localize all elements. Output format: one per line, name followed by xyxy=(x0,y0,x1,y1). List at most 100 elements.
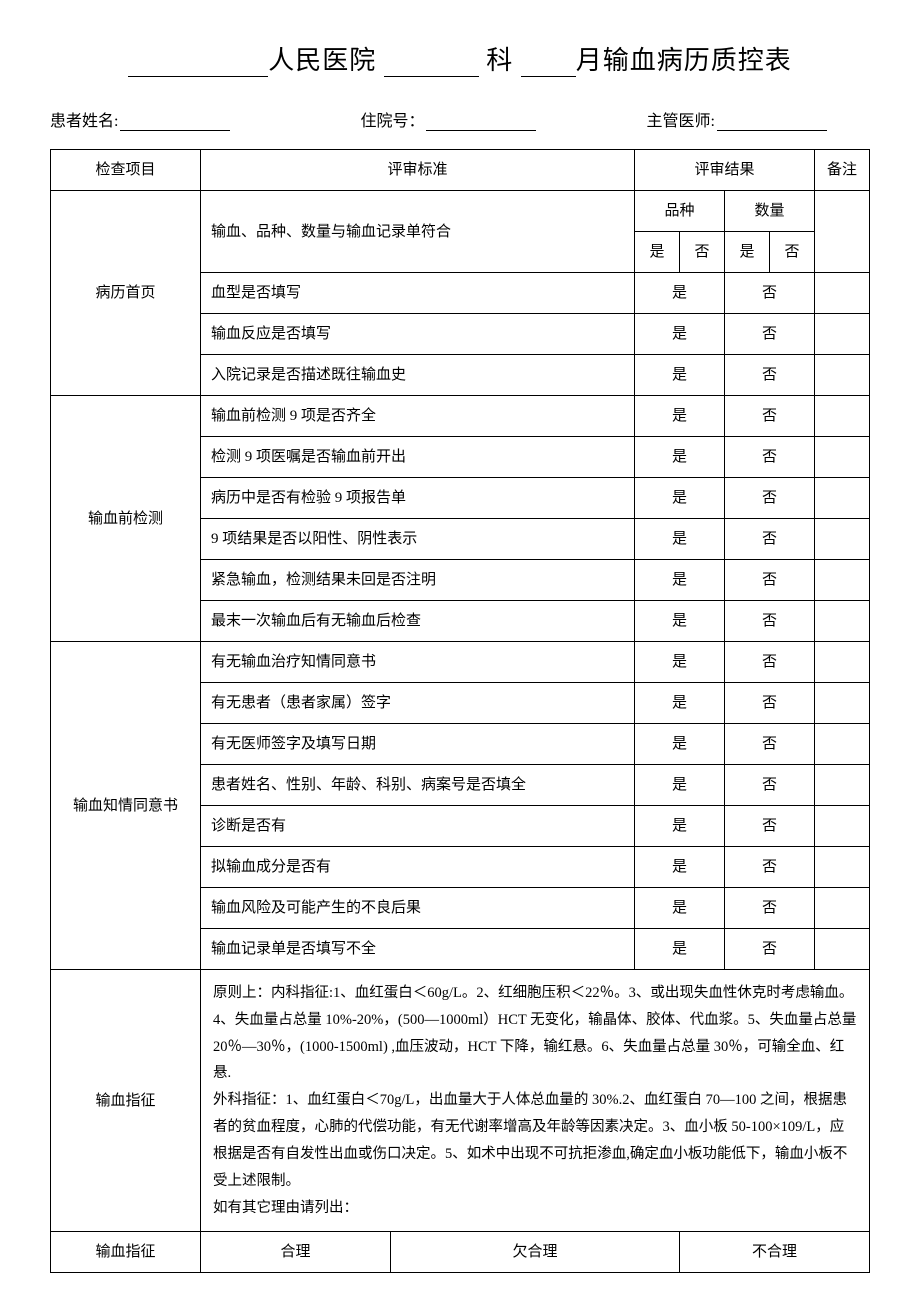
dept-blank[interactable] xyxy=(384,51,479,77)
result-no[interactable]: 否 xyxy=(725,724,815,765)
hospital-no-field: 住院号： xyxy=(360,107,536,131)
note-cell[interactable] xyxy=(815,314,870,355)
result-yes[interactable]: 是 xyxy=(635,601,725,642)
note-cell[interactable] xyxy=(815,929,870,970)
result-yes[interactable]: 是 xyxy=(635,314,725,355)
result-no[interactable]: 否 xyxy=(725,765,815,806)
table-row: 输血指征 原则上：内科指征:1、血红蛋白＜60g/L。2、红细胞压积＜22％。3… xyxy=(51,970,870,1232)
result-no[interactable]: 否 xyxy=(680,232,725,273)
section-1-name: 病历首页 xyxy=(51,191,201,396)
note-cell[interactable] xyxy=(815,601,870,642)
result-no[interactable]: 否 xyxy=(725,355,815,396)
criteria-cell: 紧急输血，检测结果未回是否注明 xyxy=(201,560,635,601)
criteria-cell: 有无医师签字及填写日期 xyxy=(201,724,635,765)
result-yes[interactable]: 是 xyxy=(635,478,725,519)
criteria-cell: 诊断是否有 xyxy=(201,806,635,847)
footer-row: 输血指征 合理 欠合理 不合理 xyxy=(51,1232,870,1273)
criteria-cell: 患者姓名、性别、年龄、科别、病案号是否填全 xyxy=(201,765,635,806)
hospital-no-blank[interactable] xyxy=(426,113,536,131)
hospital-blank[interactable] xyxy=(128,51,268,77)
note-cell[interactable] xyxy=(815,724,870,765)
result-yes[interactable]: 是 xyxy=(635,273,725,314)
result-yes[interactable]: 是 xyxy=(635,437,725,478)
result-no[interactable]: 否 xyxy=(725,888,815,929)
result-yes[interactable]: 是 xyxy=(635,847,725,888)
variety-header: 品种 xyxy=(635,191,725,232)
result-yes[interactable]: 是 xyxy=(635,724,725,765)
note-cell[interactable] xyxy=(815,560,870,601)
result-yes[interactable]: 是 xyxy=(635,888,725,929)
indication-text: 原则上：内科指征:1、血红蛋白＜60g/L。2、红细胞压积＜22％。3、或出现失… xyxy=(201,970,870,1232)
quantity-header: 数量 xyxy=(725,191,815,232)
result-yes[interactable]: 是 xyxy=(635,232,680,273)
result-no[interactable]: 否 xyxy=(725,560,815,601)
result-no[interactable]: 否 xyxy=(725,929,815,970)
result-no[interactable]: 否 xyxy=(725,437,815,478)
result-no[interactable]: 否 xyxy=(725,683,815,724)
result-yes[interactable]: 是 xyxy=(635,765,725,806)
section-5-name: 输血指征 xyxy=(51,1232,201,1273)
result-yes[interactable]: 是 xyxy=(635,355,725,396)
patient-name-blank[interactable] xyxy=(120,113,230,131)
note-cell[interactable] xyxy=(815,273,870,314)
criteria-cell: 输血风险及可能产生的不良后果 xyxy=(201,888,635,929)
result-no[interactable]: 否 xyxy=(725,314,815,355)
note-cell[interactable] xyxy=(815,806,870,847)
criteria-cell: 输血记录单是否填写不全 xyxy=(201,929,635,970)
criteria-cell: 血型是否填写 xyxy=(201,273,635,314)
header-note: 备注 xyxy=(815,150,870,191)
note-cell[interactable] xyxy=(815,478,870,519)
note-cell[interactable] xyxy=(815,355,870,396)
result-no[interactable]: 否 xyxy=(725,519,815,560)
result-yes[interactable]: 是 xyxy=(635,396,725,437)
header-result: 评审结果 xyxy=(635,150,815,191)
table-row: 输血前检测 输血前检测 9 项是否齐全 是 否 xyxy=(51,396,870,437)
result-yes[interactable]: 是 xyxy=(635,806,725,847)
patient-info-line: 患者姓名: 住院号： 主管医师: xyxy=(50,107,870,131)
header-category: 检查项目 xyxy=(51,150,201,191)
note-cell[interactable] xyxy=(815,437,870,478)
note-cell[interactable] xyxy=(815,519,870,560)
result-no[interactable]: 否 xyxy=(725,478,815,519)
table-row: 病历首页 输血、品种、数量与输血记录单符合 品种 数量 xyxy=(51,191,870,232)
header-row: 检查项目 评审标准 评审结果 备注 xyxy=(51,150,870,191)
note-cell[interactable] xyxy=(815,683,870,724)
result-no[interactable]: 否 xyxy=(725,806,815,847)
result-no[interactable]: 否 xyxy=(725,396,815,437)
criteria-cell: 最末一次输血后有无输血后检查 xyxy=(201,601,635,642)
result-no[interactable]: 否 xyxy=(725,642,815,683)
footer-less-reasonable[interactable]: 欠合理 xyxy=(391,1232,680,1273)
footer-reasonable[interactable]: 合理 xyxy=(201,1232,391,1273)
criteria-cell: 病历中是否有检验 9 项报告单 xyxy=(201,478,635,519)
table-row: 输血知情同意书 有无输血治疗知情同意书 是 否 xyxy=(51,642,870,683)
footer-unreasonable[interactable]: 不合理 xyxy=(680,1232,870,1273)
month-blank[interactable] xyxy=(521,51,576,77)
patient-name-field: 患者姓名: xyxy=(50,107,230,131)
note-cell[interactable] xyxy=(815,847,870,888)
criteria-cell: 检测 9 项医嘱是否输血前开出 xyxy=(201,437,635,478)
note-cell[interactable] xyxy=(815,642,870,683)
criteria-cell: 输血、品种、数量与输血记录单符合 xyxy=(201,191,635,273)
result-no[interactable]: 否 xyxy=(770,232,815,273)
result-yes[interactable]: 是 xyxy=(635,683,725,724)
criteria-cell: 9 项结果是否以阳性、阴性表示 xyxy=(201,519,635,560)
note-cell[interactable] xyxy=(815,888,870,929)
result-no[interactable]: 否 xyxy=(725,273,815,314)
result-yes[interactable]: 是 xyxy=(635,642,725,683)
result-yes[interactable]: 是 xyxy=(635,519,725,560)
section-3-name: 输血知情同意书 xyxy=(51,642,201,970)
result-no[interactable]: 否 xyxy=(725,601,815,642)
doctor-blank[interactable] xyxy=(717,113,827,131)
note-cell[interactable] xyxy=(815,191,870,273)
result-yes[interactable]: 是 xyxy=(635,560,725,601)
header-criteria: 评审标准 xyxy=(201,150,635,191)
note-cell[interactable] xyxy=(815,765,870,806)
result-yes[interactable]: 是 xyxy=(725,232,770,273)
criteria-cell: 有无患者（患者家属）签字 xyxy=(201,683,635,724)
criteria-cell: 有无输血治疗知情同意书 xyxy=(201,642,635,683)
result-no[interactable]: 否 xyxy=(725,847,815,888)
section-4-name: 输血指征 xyxy=(51,970,201,1232)
criteria-cell: 输血反应是否填写 xyxy=(201,314,635,355)
note-cell[interactable] xyxy=(815,396,870,437)
result-yes[interactable]: 是 xyxy=(635,929,725,970)
